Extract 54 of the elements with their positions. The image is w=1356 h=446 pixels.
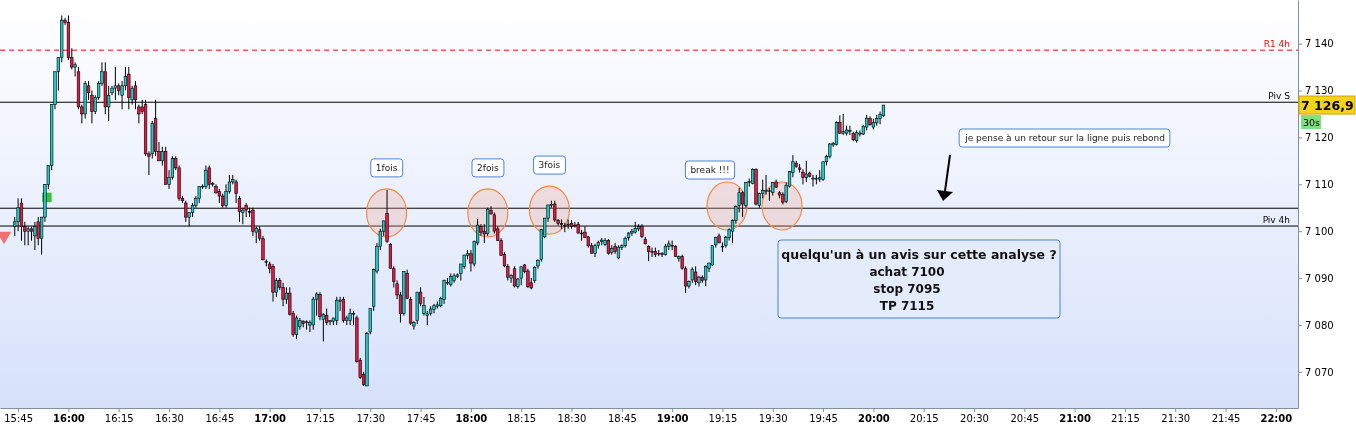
x-tick-label: 19:00 bbox=[656, 413, 689, 425]
annotation: je pense à un retour sur la ligne puis rebond bbox=[964, 133, 1165, 143]
candlestick bbox=[764, 174, 768, 196]
x-tick-label: 20:15 bbox=[909, 413, 939, 425]
candlestick bbox=[519, 265, 523, 286]
text: 30s bbox=[1303, 117, 1321, 129]
x-tick-label: 21:15 bbox=[1111, 413, 1140, 425]
ref-line-label: R1 4h bbox=[1263, 39, 1290, 50]
x-tick-label: 20:00 bbox=[857, 413, 890, 425]
annotation: 3fois bbox=[538, 160, 561, 171]
annotation: 1fois bbox=[375, 162, 398, 173]
annotation: 2fois bbox=[477, 162, 499, 173]
candlestick bbox=[335, 296, 339, 326]
x-tick-label: 17:30 bbox=[356, 413, 386, 425]
candlestick bbox=[36, 216, 40, 246]
candlestick bbox=[710, 244, 714, 267]
y-tick-label: 7 110 bbox=[1305, 179, 1334, 190]
x-tick-label: 20:45 bbox=[1010, 413, 1040, 425]
x-tick-label: 18:45 bbox=[607, 413, 637, 425]
ref-line-label: Piv 4h bbox=[1262, 215, 1290, 226]
x-tick-label: 19:15 bbox=[708, 413, 738, 425]
x-tick-label: 21:30 bbox=[1161, 413, 1191, 425]
candlestick bbox=[694, 265, 698, 286]
x-tick-label: 18:00 bbox=[455, 413, 488, 425]
y-tick-label: 7 090 bbox=[1305, 272, 1334, 284]
candlestick bbox=[207, 165, 211, 190]
y-tick-label: 7 070 bbox=[1305, 366, 1334, 378]
annotation: break !!! bbox=[690, 165, 730, 175]
x-tick-label: 18:15 bbox=[507, 413, 537, 425]
x-tick-label: 16:15 bbox=[104, 413, 134, 425]
candlestick bbox=[858, 129, 862, 137]
x-tick-label: 19:45 bbox=[809, 413, 838, 425]
x-tick-label: 16:30 bbox=[155, 413, 184, 425]
x-tick-label: 17:15 bbox=[306, 413, 335, 425]
x-tick-label: 16:00 bbox=[53, 413, 85, 425]
ref-line-label: Piv S bbox=[1268, 91, 1291, 102]
x-tick-label: 22:00 bbox=[1260, 413, 1293, 425]
y-tick-label: 7 140 bbox=[1305, 38, 1334, 50]
y-tick-label: 7 130 bbox=[1305, 85, 1334, 97]
y-tick-label: 7 080 bbox=[1305, 319, 1334, 331]
y-tick-label: 7 120 bbox=[1305, 132, 1334, 144]
y-tick-label: 7 100 bbox=[1305, 225, 1334, 237]
x-tick-label: 17:00 bbox=[254, 413, 287, 425]
x-tick-label: 21:00 bbox=[1059, 413, 1092, 425]
x-tick-label: 16:45 bbox=[205, 413, 235, 425]
x-tick-label: 20:30 bbox=[960, 413, 989, 425]
x-tick-label: 19:30 bbox=[758, 413, 788, 425]
x-tick-label: 15:45 bbox=[4, 413, 34, 425]
annotation: quelqu'un à un avis sur cette analyse ? achat 7100 stop 7095 TP 7115 bbox=[781, 247, 1057, 313]
text: 7 126,9 bbox=[1301, 98, 1354, 114]
x-tick-label: 21:45 bbox=[1211, 413, 1241, 425]
candlestick bbox=[804, 160, 808, 183]
x-tick-label: 18:30 bbox=[557, 413, 587, 425]
x-tick-label: 17:45 bbox=[406, 413, 436, 425]
